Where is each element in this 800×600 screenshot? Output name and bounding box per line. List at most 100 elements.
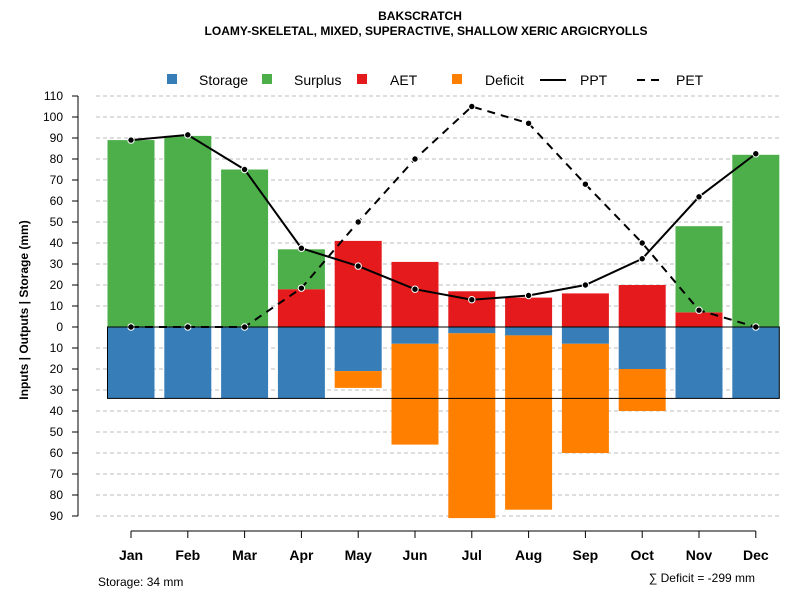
x-tick-label-nov: Nov [686,547,713,563]
surplus-bar [675,226,723,313]
ppt-point [524,291,533,300]
ppt-point [411,285,419,293]
chart-title: BAKSCRATCH [378,9,462,23]
ppt-point [752,150,760,158]
x-tick-label-sep: Sep [573,547,599,563]
aet-bar [277,289,325,327]
y-tick-label: 110 [44,89,63,103]
ppt-point [581,281,590,289]
storage-bar [448,327,496,334]
deficit-bar [391,343,439,445]
y-tick-label: 70 [50,467,64,481]
aet-bar [334,240,382,327]
x-tick-label-dec: Dec [743,547,769,563]
y-tick-label: 40 [50,404,64,418]
storage-bar [561,327,609,344]
storage-bar [675,327,723,399]
legend: Storage Surplus AET Deficit PPT PET [167,72,704,88]
y-tick-label: 30 [50,383,64,397]
storage-bar [618,327,666,369]
storage-note: Storage: 34 mm [98,575,183,589]
pet-point [581,180,590,188]
deficit-bar [334,371,382,388]
pet-point [638,239,646,247]
legend-swatch-deficit [452,74,462,84]
storage-bar [391,327,439,344]
legend-label-ppt: PPT [580,72,608,88]
x-tick-label-may: May [345,547,372,563]
legend-swatch-storage [167,74,177,84]
deficit-bar [448,333,496,519]
surplus-bar [277,249,325,290]
y-tick-label: 40 [50,236,64,250]
x-tick-label-oct: Oct [631,547,655,563]
y-tick-label: 90 [50,131,64,145]
legend-label-deficit: Deficit [485,72,524,88]
x-tick-label-jun: Jun [403,547,428,563]
y-tick-label: 60 [50,446,64,460]
ppt-point [468,296,476,304]
y-tick-label: 70 [50,173,64,187]
ppt-point [638,255,646,263]
axes: 1101009080706050403020100102030405060708… [43,89,780,563]
pet-point [524,119,533,128]
ppt-point [240,165,249,174]
storage-bar [505,327,553,336]
storage-bar [277,327,325,399]
storage-bar [107,327,155,399]
pet-point [411,155,419,163]
legend-swatch-aet [357,74,367,84]
y-tick-label: 10 [50,299,64,313]
y-axis-label: Inputs | Outputs | Storage (mm) [17,220,31,399]
ppt-point [695,193,703,201]
surplus-bar [107,140,155,327]
x-tick-label-jan: Jan [119,547,143,563]
y-tick-label: 10 [50,341,64,355]
legend-label-pet: PET [676,72,704,88]
deficit-sum: ∑ Deficit = -299 mm [649,571,755,585]
storage-bar [164,327,212,399]
surplus-bar [221,169,269,327]
x-tick-label-aug: Aug [515,547,542,563]
y-tick-label: 60 [50,194,64,208]
deficit-bar [505,335,553,510]
y-tick-label: 90 [50,509,64,523]
y-tick-label: 50 [50,425,64,439]
y-tick-label: 20 [50,278,64,292]
pet-point [297,284,306,292]
y-tick-label: 100 [43,110,63,124]
surplus-bar [732,154,780,327]
legend-label-storage: Storage [199,72,248,88]
ppt-point [297,244,306,252]
storage-bar [221,327,269,399]
ppt-point [354,262,362,270]
y-tick-label: 50 [50,215,64,229]
pet-point [468,102,476,111]
bars [107,135,780,519]
aet-bar [675,312,723,327]
aet-bar [561,293,609,327]
y-tick-label: 20 [50,362,64,376]
aet-bar [618,285,666,327]
x-tick-label-jul: Jul [462,547,482,563]
y-tick-label: 80 [50,488,64,502]
deficit-bar [618,369,666,411]
pet-point [354,218,362,226]
ppt-point [127,136,135,144]
pet-point [695,306,703,314]
legend-swatch-surplus [262,74,272,84]
legend-label-surplus: Surplus [294,72,341,88]
chart-subtitle: LOAMY-SKELETAL, MIXED, SUPERACTIVE, SHAL… [205,24,648,38]
ppt-point [184,131,192,139]
aet-bar [505,297,553,327]
ppt-line [130,133,757,301]
storage-bar [732,327,780,399]
y-tick-label: 0 [56,320,63,334]
storage-bar [334,327,382,372]
surplus-bar [164,135,212,327]
aet-bar [391,261,439,327]
x-tick-label-feb: Feb [175,547,200,563]
y-tick-label: 80 [50,152,64,166]
x-tick-label-mar: Mar [232,547,257,563]
